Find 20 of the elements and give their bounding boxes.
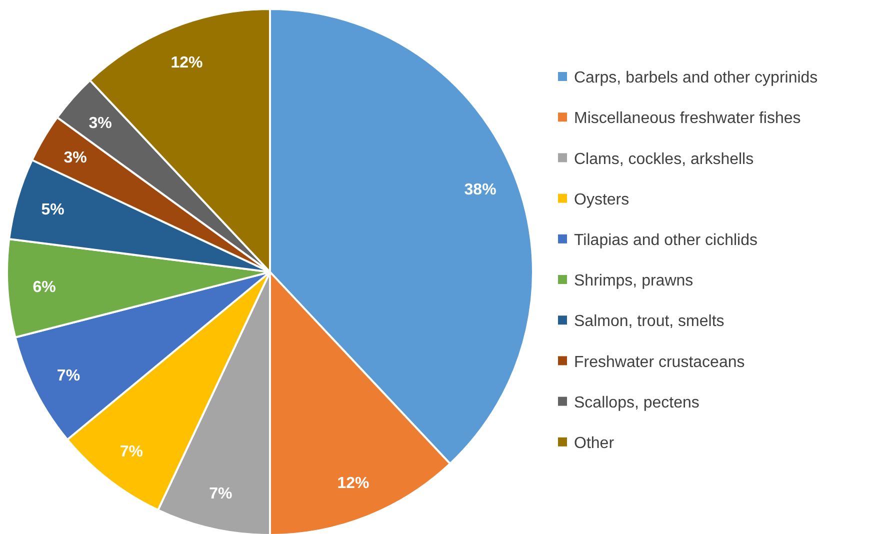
legend-label: Salmon, trout, smelts (574, 313, 724, 330)
data-label: 7% (56, 367, 80, 384)
legend-label: Clams, cockles, arkshells (574, 150, 754, 168)
data-label: 5% (41, 202, 64, 218)
legend-label: Scallops, pectens (574, 394, 700, 412)
legend-label: Carps, barbels and other cyprinids (574, 70, 818, 87)
legend-label: Tilapias and other cichlids (574, 232, 758, 249)
legend-label: Shrimps, prawns (574, 272, 694, 290)
data-label: 38% (464, 181, 496, 198)
legend-label: Oysters (574, 191, 630, 208)
data-label: 6% (32, 278, 56, 296)
data-label: 7% (120, 443, 143, 460)
data-label: 12% (170, 54, 203, 72)
legend-label: Freshwater crustaceans (574, 354, 745, 371)
data-label: 12% (337, 474, 370, 492)
data-label: 7% (209, 485, 232, 502)
legend-label: Other (574, 435, 615, 452)
legend-label: Miscellaneous freshwater fishes (574, 110, 801, 128)
data-label: 3% (64, 149, 87, 166)
data-label: 3% (88, 115, 112, 132)
